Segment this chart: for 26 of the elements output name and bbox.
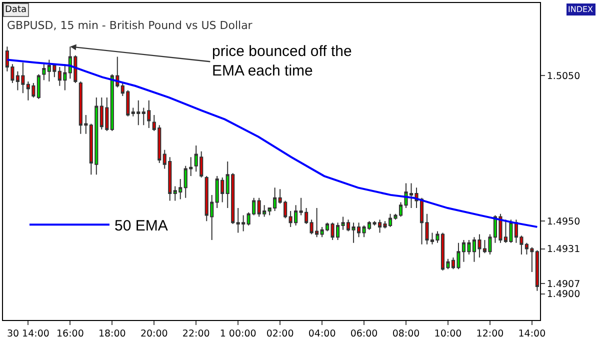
candlestick — [36, 74, 40, 100]
x-tick-label: 12:00 — [476, 328, 504, 340]
y-tick-label: 1.4931 — [546, 244, 580, 256]
text: INDEX — [568, 5, 594, 14]
candlestick — [535, 250, 539, 292]
text: 50 EMA — [114, 218, 168, 234]
x-tick-label: 22:00 — [182, 328, 210, 340]
annotation: price bounced off the EMA each time — [212, 43, 352, 80]
x-tick-label: 10:00 — [434, 328, 462, 340]
x-tick-label: 04:00 — [308, 328, 336, 340]
x-tick-label: 06:00 — [350, 328, 378, 340]
y-tick-label: 1.5050 — [546, 71, 580, 82]
x-tick-label: 1 00:00 — [220, 328, 256, 340]
y-tick-label: 1.4907 — [546, 278, 580, 290]
x-tick-label: 18:00 — [98, 328, 126, 340]
text: GBPUSD, 15 min - British Pound vs US Dollar — [7, 19, 253, 32]
y-tick-label: 1.4900 — [546, 289, 580, 300]
candlestick — [42, 64, 46, 81]
x-tick-label: 20:00 — [140, 328, 168, 340]
x-tick-label: 30 14:00 — [6, 328, 50, 340]
x-tick-label: 16:00 — [56, 328, 84, 340]
x-tick-label: 08:00 — [392, 328, 420, 340]
annotation: Data — [5, 5, 26, 15]
y-tick-label: 1.4950 — [546, 216, 580, 228]
x-tick-label: 02:00 — [266, 328, 294, 340]
x-tick-label: 14:00 — [518, 328, 546, 340]
